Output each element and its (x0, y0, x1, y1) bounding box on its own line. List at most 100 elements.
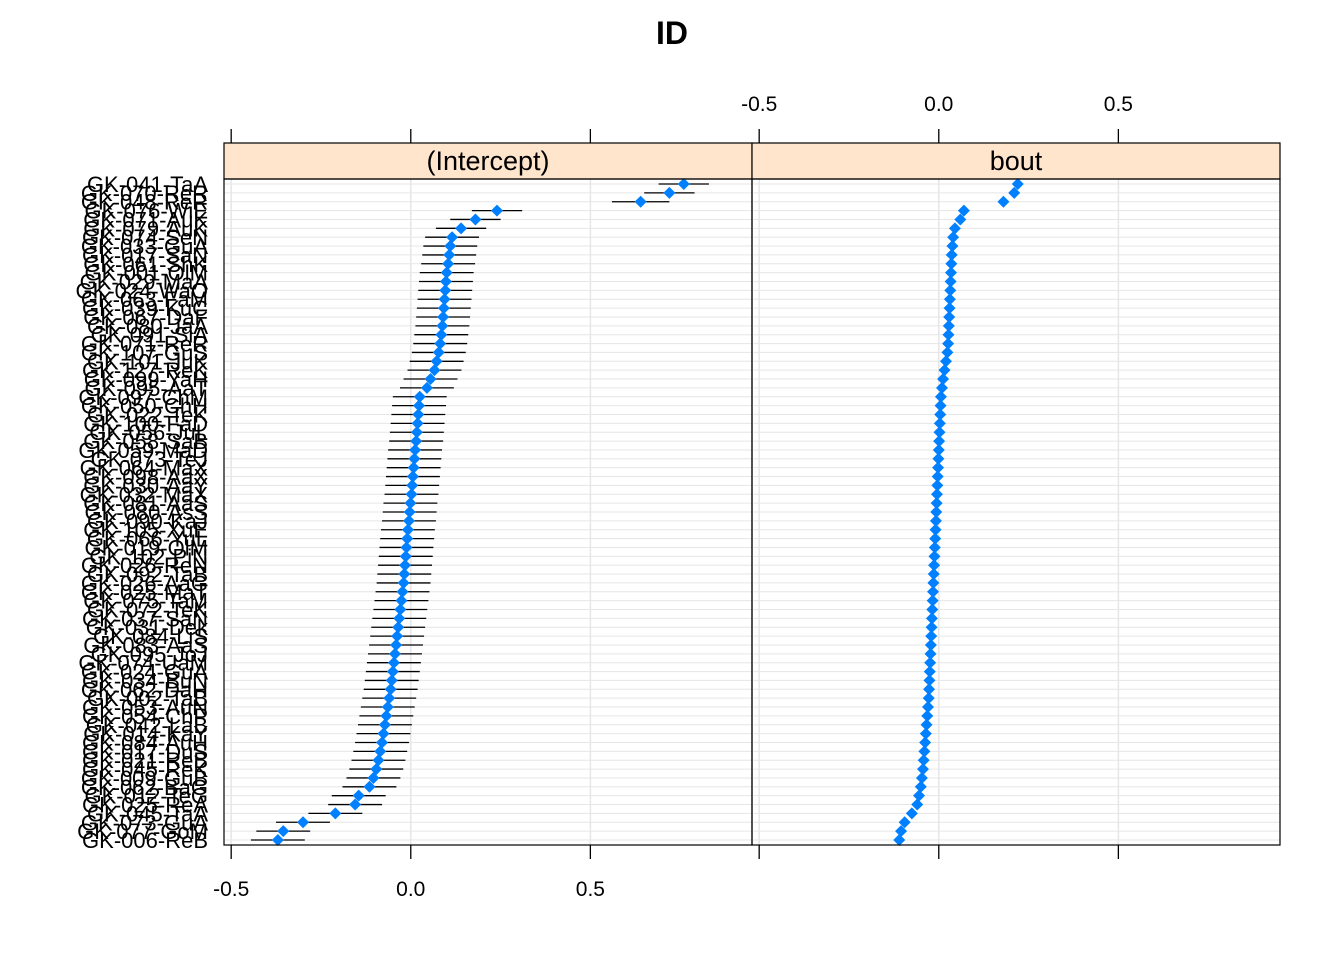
data-point (424, 373, 437, 386)
data-point (443, 248, 456, 261)
row-label: GK-017-SaN (82, 243, 208, 268)
row-label: GK-062-DaH (81, 677, 208, 702)
data-point (929, 514, 942, 527)
data-point (428, 364, 441, 377)
row-label: GK-071-ReR (81, 332, 208, 357)
row-label: GK-100-FaD (83, 411, 208, 436)
strip-label: bout (990, 146, 1043, 176)
row-label: GK-012-TeG (85, 784, 209, 809)
data-point (920, 718, 933, 731)
data-point (932, 443, 945, 456)
row-label: GK-001-OlM (85, 261, 208, 286)
data-point (925, 612, 938, 625)
data-point (924, 638, 937, 651)
panels: (Intercept) -0.5 0.0 0.5 bout -0.5 0.0 0.5 (213, 93, 1281, 901)
row-label: GK-092-TaB (87, 562, 208, 587)
data-point (931, 470, 944, 483)
data-point (376, 736, 389, 749)
row-label: GK-080-AsS (85, 500, 209, 525)
row-label: GK-079-AuK (83, 216, 208, 241)
data-point (380, 709, 393, 722)
row-label: GK-019-OlM (85, 535, 208, 560)
data-point (915, 771, 928, 784)
row-label: GK-022-TeK (87, 402, 208, 427)
data-point (435, 328, 448, 341)
data-point (363, 780, 376, 793)
data-point (439, 284, 452, 297)
data-point (367, 771, 380, 784)
data-point (954, 213, 967, 226)
data-point (634, 195, 647, 208)
data-point (386, 665, 399, 678)
row-label: GK-017-DuS (82, 739, 208, 764)
row-label: GK-075-TaM (83, 589, 208, 614)
row-label: GK-127-ReK (82, 358, 208, 383)
x-tick-label-top: 0.0 (924, 93, 953, 116)
data-point (931, 479, 944, 492)
data-point (403, 506, 416, 518)
data-point (932, 452, 945, 465)
row-label: GK-090-KaJ (87, 509, 208, 534)
data-point (911, 798, 924, 811)
data-point (929, 532, 942, 545)
data-point (374, 745, 387, 758)
row-label: GK-083-AaS (83, 633, 208, 658)
x-tick-label-top: -0.5 (741, 93, 777, 116)
data-point (430, 355, 443, 368)
row-label: GK-024-GuA (81, 660, 208, 685)
row-label: GK-054-ChP (82, 704, 208, 729)
data-point (918, 745, 931, 758)
data-point (277, 825, 290, 838)
data-point (408, 452, 421, 465)
row-label: GK-024-WaO (76, 278, 208, 303)
data-point (913, 789, 926, 802)
data-point (921, 709, 934, 722)
row-label: GK-064-MaX (80, 456, 209, 481)
data-point (384, 683, 397, 696)
data-point (438, 293, 451, 306)
row-label: GK-074-UaM (78, 651, 208, 676)
data-point (388, 647, 401, 660)
row-label: GK-031-Dek (86, 615, 209, 640)
data-point (677, 178, 690, 190)
row-label: GK-067-DaF (83, 305, 208, 330)
row-label: GK-002-TaB (87, 686, 208, 711)
panel-bout: bout -0.5 0.0 0.5 (741, 93, 1281, 859)
data-point (933, 417, 946, 430)
data-point (943, 302, 956, 315)
data-point (916, 763, 929, 776)
row-label: GK-061-ShK (83, 252, 208, 277)
data-point (390, 638, 403, 651)
data-point (391, 630, 404, 643)
row-label: GK-056-JuL (89, 420, 208, 445)
data-point (930, 506, 943, 518)
row-label: GK-033-GuA (81, 234, 208, 259)
data-point (437, 310, 450, 323)
data-point (928, 541, 941, 554)
x-tick-label-bottom: -0.5 (213, 878, 249, 901)
row-label: GK-048-ReR (81, 190, 208, 215)
data-point (942, 337, 955, 350)
data-point (927, 585, 940, 598)
data-point (942, 319, 955, 332)
data-point (923, 665, 936, 678)
row-label: GK-073-GuA (81, 810, 208, 835)
row-label: GK-084-LiS (93, 624, 208, 649)
data-point (936, 381, 949, 394)
data-point (444, 240, 457, 253)
data-point (923, 683, 936, 696)
data-point (924, 656, 937, 669)
data-point (934, 399, 947, 412)
data-point (413, 399, 426, 412)
row-label: GK-059-MaD (78, 438, 208, 463)
data-point (395, 594, 408, 607)
data-point (947, 231, 960, 244)
row-label: GK-006-ReB (82, 828, 208, 853)
data-point (439, 275, 452, 288)
data-point (410, 435, 423, 448)
row-label: GK-107-GuS (81, 340, 208, 365)
data-point (943, 310, 956, 323)
data-point (948, 222, 961, 235)
row-label: GK-095-AaT (85, 376, 209, 401)
data-point (469, 213, 482, 226)
